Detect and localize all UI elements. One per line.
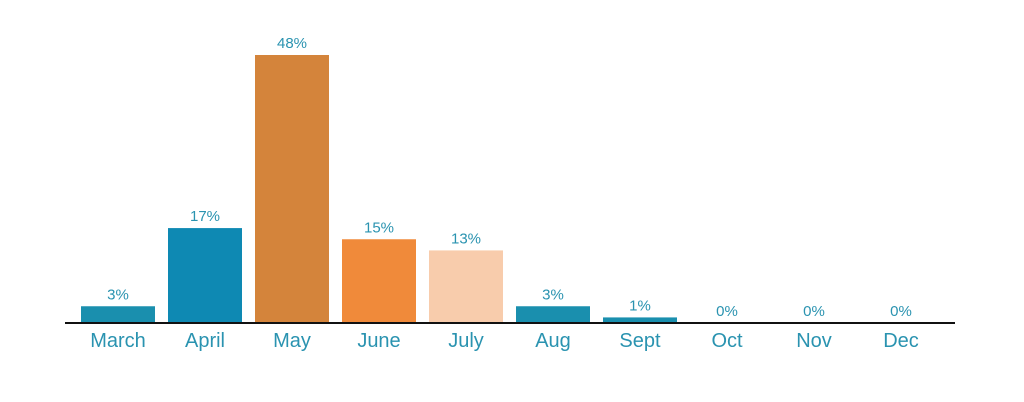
- value-label-dec: 0%: [890, 303, 912, 320]
- x-tick-label-may: May: [273, 330, 311, 352]
- bar-july: [429, 250, 503, 323]
- value-label-july: 13%: [451, 230, 481, 247]
- bar-june: [342, 239, 416, 323]
- x-tick-label-aug: Aug: [535, 330, 571, 352]
- value-label-aug: 3%: [542, 286, 564, 303]
- x-tick-label-dec: Dec: [883, 330, 919, 352]
- x-tick-label-nov: Nov: [796, 330, 832, 352]
- x-tick-label-july: July: [448, 330, 484, 352]
- value-label-oct: 0%: [716, 303, 738, 320]
- x-tick-label-june: June: [357, 330, 400, 352]
- value-label-april: 17%: [190, 208, 220, 225]
- bar-march: [81, 306, 155, 323]
- x-tick-label-march: March: [90, 330, 146, 352]
- value-label-june: 15%: [364, 219, 394, 236]
- x-tick-label-sept: Sept: [619, 330, 661, 352]
- bars-group: [81, 55, 677, 323]
- value-label-may: 48%: [277, 35, 307, 52]
- bar-april: [168, 228, 242, 323]
- bar-sept: [603, 317, 677, 323]
- value-label-nov: 0%: [803, 303, 825, 320]
- x-tick-label-oct: Oct: [711, 330, 743, 352]
- bar-aug: [516, 306, 590, 323]
- value-labels-group: 3% 17% 48% 15% 13% 3% 1% 0% 0% 0%: [107, 35, 912, 320]
- value-label-sept: 1%: [629, 297, 651, 314]
- bar-may: [255, 55, 329, 323]
- x-tick-labels-group: March April May June July Aug Sept Oct Nov Dec: [90, 330, 919, 352]
- x-tick-label-april: April: [185, 330, 225, 352]
- value-label-march: 3%: [107, 286, 129, 303]
